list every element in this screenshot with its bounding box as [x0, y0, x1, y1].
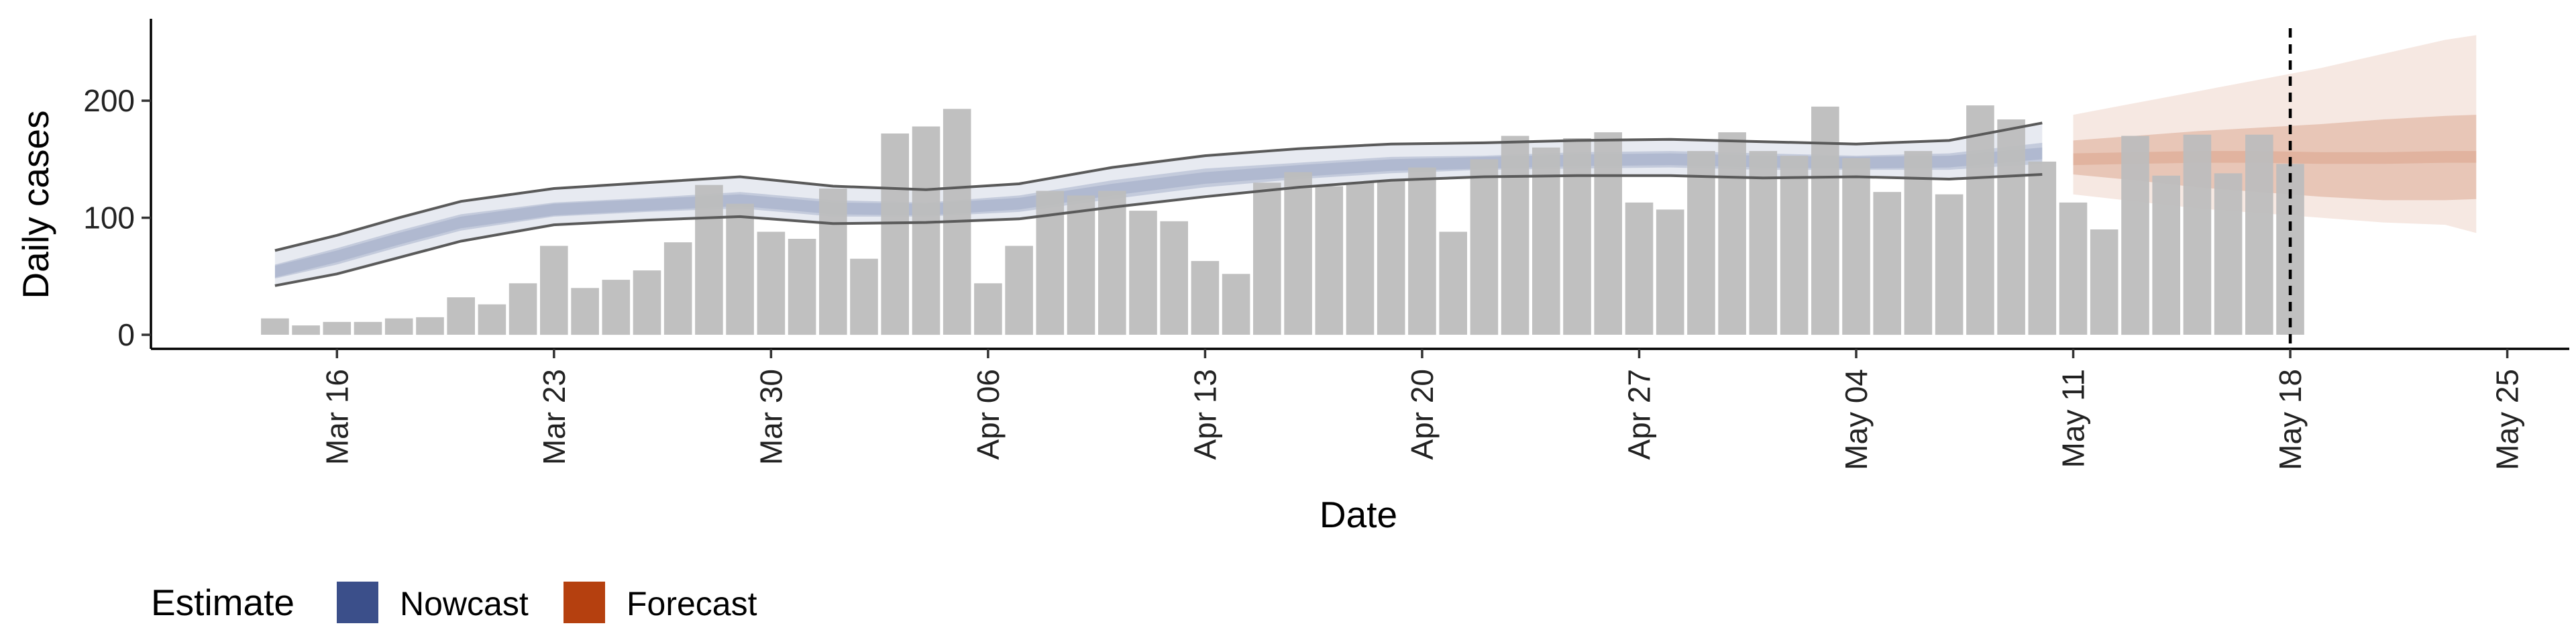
case-bar: [757, 231, 786, 335]
x-tick-label: May 11: [2056, 369, 2091, 468]
case-bar: [292, 325, 320, 335]
case-bar: [1718, 132, 1746, 335]
legend: Estimate Nowcast Forecast: [151, 582, 757, 623]
case-bar: [1873, 192, 1901, 335]
case-bar: [1594, 132, 1622, 335]
x-tick-label: May 04: [1839, 369, 1874, 470]
case-bar: [819, 189, 847, 335]
case-bar: [1191, 261, 1220, 335]
legend-swatch-nowcast: [337, 582, 378, 623]
x-tick-label: May 25: [2490, 369, 2525, 470]
nowcast-upper-line: [274, 121, 2043, 252]
case-bar: [323, 321, 352, 335]
case-bar: [1625, 202, 1654, 335]
x-tick-label: Mar 30: [753, 369, 788, 465]
case-bar: [726, 203, 754, 335]
case-bar: [478, 304, 506, 335]
nowcast-interval-lines: [274, 121, 2043, 287]
forecast-median-band: [2073, 151, 2477, 166]
x-axis-title: Date: [1320, 494, 1397, 535]
case-bar: [1687, 151, 1715, 335]
case-bar: [447, 297, 475, 335]
case-bar: [1222, 274, 1250, 335]
case-bar: [788, 239, 816, 335]
case-bar: [1935, 194, 1964, 335]
case-bar: [2214, 173, 2243, 335]
case-bar: [1749, 151, 1778, 335]
legend-label-nowcast: Nowcast: [400, 585, 529, 623]
case-bar: [1656, 209, 1684, 335]
case-bar: [663, 242, 692, 335]
case-bar: [850, 258, 878, 335]
case-bar: [2152, 175, 2180, 335]
x-tick-label: Apr 20: [1405, 369, 1440, 460]
x-tick-label: Apr 06: [971, 369, 1006, 460]
case-bar: [2028, 161, 2057, 335]
case-bar: [2245, 134, 2273, 335]
case-bar: [695, 184, 723, 335]
x-tick-label: May 18: [2273, 369, 2308, 470]
case-bar: [354, 321, 382, 335]
case-bar: [1780, 156, 1809, 335]
legend-swatch-forecast: [564, 582, 605, 623]
x-tick-label: Mar 16: [319, 369, 354, 465]
case-bar: [1501, 136, 1529, 335]
case-bar: [1160, 221, 1188, 335]
case-bar: [1005, 246, 1033, 335]
axes: [142, 19, 2569, 358]
y-axis-title: Daily cases: [15, 110, 56, 299]
case-bar: [974, 283, 1002, 335]
case-bars: [261, 105, 2304, 335]
case-bar: [1439, 231, 1467, 335]
x-tick-label: Mar 23: [537, 369, 572, 465]
case-bar: [1563, 138, 1591, 335]
case-bar: [1842, 158, 1870, 335]
case-bar: [416, 317, 444, 335]
case-bar: [912, 126, 941, 335]
x-tick-label: Apr 27: [1621, 369, 1656, 460]
case-bar: [1532, 147, 1560, 335]
x-tick-label: Apr 13: [1187, 369, 1222, 460]
y-tick-label: 200: [83, 83, 135, 118]
case-bar: [1470, 159, 1499, 335]
case-bar: [2183, 134, 2212, 335]
nowcast-lower-line: [274, 173, 2043, 287]
tick-labels: 0 100 200 Mar 16 Mar 23 Mar 30 Apr 06 Apr 13 Apr…: [83, 83, 2524, 470]
case-bar: [633, 270, 661, 335]
case-bar: [602, 280, 631, 335]
case-bar: [1408, 167, 1436, 335]
case-bar: [384, 318, 413, 335]
case-bar: [1253, 182, 1281, 335]
case-bar: [1811, 106, 1839, 335]
legend-label-forecast: Forecast: [627, 585, 757, 623]
case-bar: [508, 283, 537, 335]
case-bar: [1377, 180, 1405, 335]
case-bar: [261, 318, 289, 335]
case-bar: [1346, 182, 1375, 335]
case-bar: [2059, 202, 2088, 335]
case-bar: [1966, 105, 1994, 335]
case-bar: [571, 288, 599, 335]
y-tick-label: 100: [83, 201, 135, 235]
case-bar: [2090, 229, 2118, 335]
case-bar: [2121, 136, 2149, 335]
y-tick-label: 0: [117, 317, 135, 352]
case-bar: [1315, 186, 1344, 335]
case-bar: [1067, 195, 1095, 335]
nowcast-inner-band: [274, 142, 2043, 279]
legend-title: Estimate: [151, 582, 294, 623]
case-bar: [1904, 151, 1933, 335]
case-bar: [1098, 191, 1126, 335]
case-bar: [1129, 211, 1157, 335]
case-bar: [1284, 172, 1312, 335]
case-bar: [881, 133, 909, 335]
case-bar: [540, 246, 568, 335]
case-bar: [1997, 119, 2025, 335]
